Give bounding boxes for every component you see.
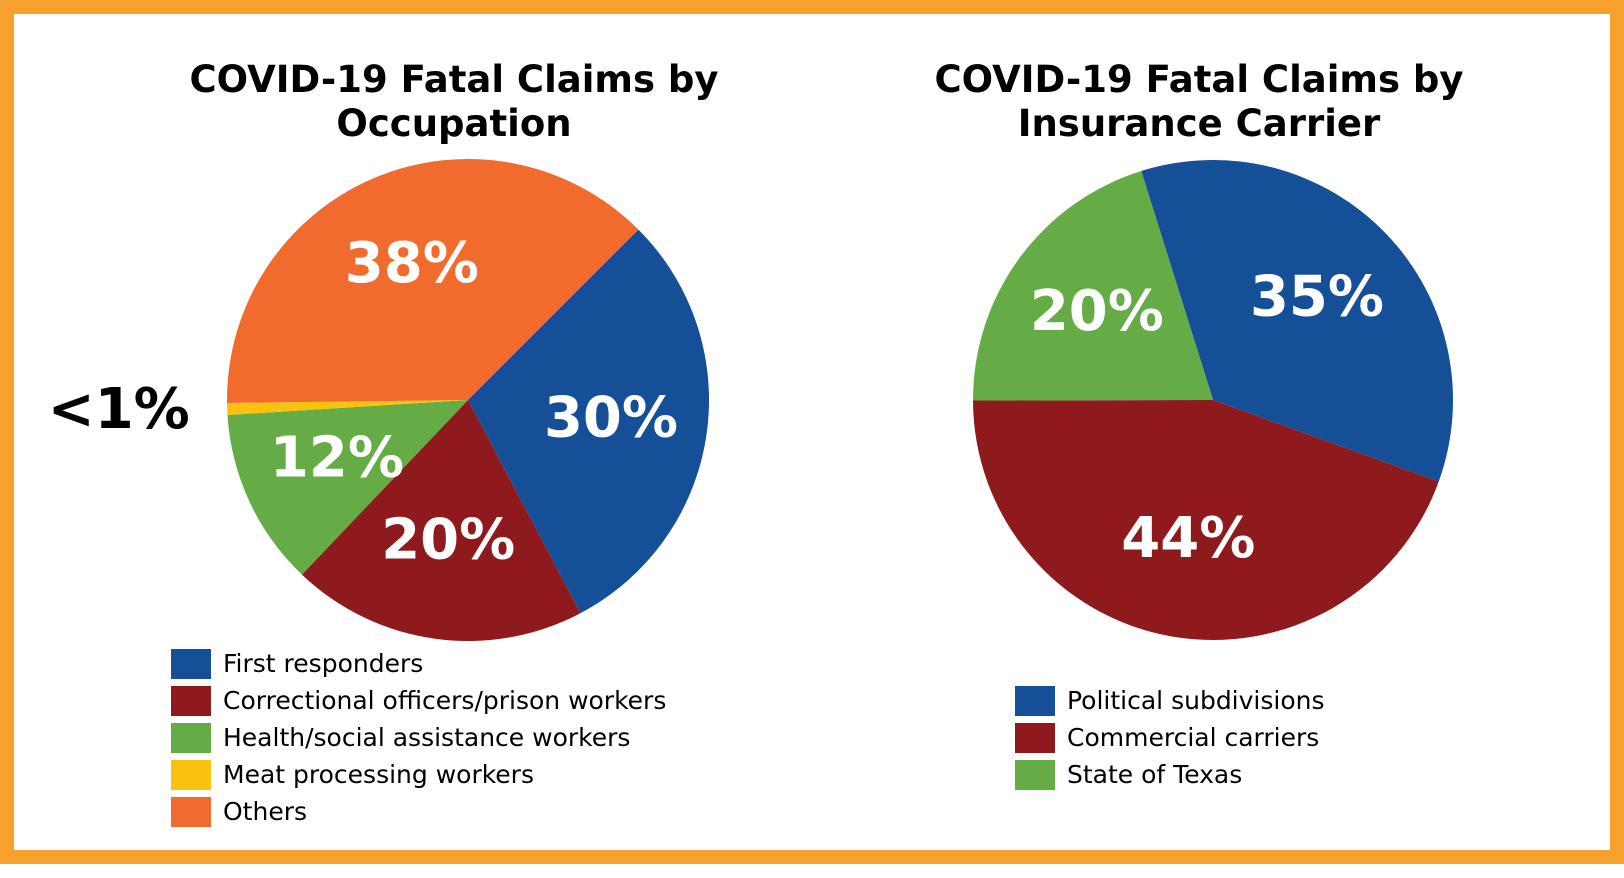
legend-label: Health/social assistance workers <box>223 723 631 752</box>
data-label: <1% <box>48 377 190 442</box>
data-label: 12% <box>270 425 404 490</box>
data-label: 35% <box>1250 265 1384 330</box>
pie-slice <box>227 159 639 404</box>
legend-item: Commercial carriers <box>1015 719 1325 756</box>
legend-item: First responders <box>171 645 666 682</box>
legend-label: Correctional officers/prison workers <box>223 686 667 715</box>
legend-label: Meat processing workers <box>223 760 534 789</box>
legend: Political subdivisions Commercial carrier… <box>1015 682 1325 793</box>
legend-label: First responders <box>223 649 424 678</box>
legend-item: Others <box>171 793 666 830</box>
legend-label: Political subdivisions <box>1067 686 1325 715</box>
legend-item: State of Texas <box>1015 756 1325 793</box>
legend: First responders Correctional officers/pr… <box>171 645 666 830</box>
charts: 30% 20% 12% <1% 38% 35% 44% 20% <box>48 159 1453 641</box>
pie-slice <box>468 229 710 614</box>
data-label: 30% <box>544 386 678 451</box>
legend-swatch <box>171 685 211 716</box>
chart-title: COVID-19 Fatal Claims by Occupation <box>189 58 719 145</box>
legend-item: Meat processing workers <box>171 756 666 793</box>
legend-swatch <box>1015 759 1055 790</box>
legend-swatch <box>171 759 211 790</box>
pie-slice <box>301 400 581 641</box>
legend-swatch <box>171 648 211 679</box>
legend-swatch <box>171 796 211 827</box>
legend-label: Others <box>223 797 308 826</box>
pie-slice <box>973 400 1439 641</box>
pie-slice <box>227 400 468 575</box>
legend-item: Correctional officers/prison workers <box>171 682 666 719</box>
legend-item: Political subdivisions <box>1015 682 1325 719</box>
pie-slice <box>1141 160 1453 482</box>
data-label: 20% <box>1030 279 1164 344</box>
data-label: 20% <box>381 507 515 572</box>
chart-title: COVID-19 Fatal Claims by Insurance Carri… <box>934 58 1464 145</box>
legend-label: State of Texas <box>1067 760 1243 789</box>
legend-label: Commercial carriers <box>1067 723 1320 752</box>
legend-swatch <box>171 722 211 753</box>
pie-slice <box>973 170 1213 401</box>
pie-slice <box>227 400 468 416</box>
legend-swatch <box>1015 685 1055 716</box>
data-label: 38% <box>345 231 479 296</box>
data-label: 44% <box>1121 506 1255 571</box>
legend-swatch <box>1015 722 1055 753</box>
legend-item: Health/social assistance workers <box>171 719 666 756</box>
